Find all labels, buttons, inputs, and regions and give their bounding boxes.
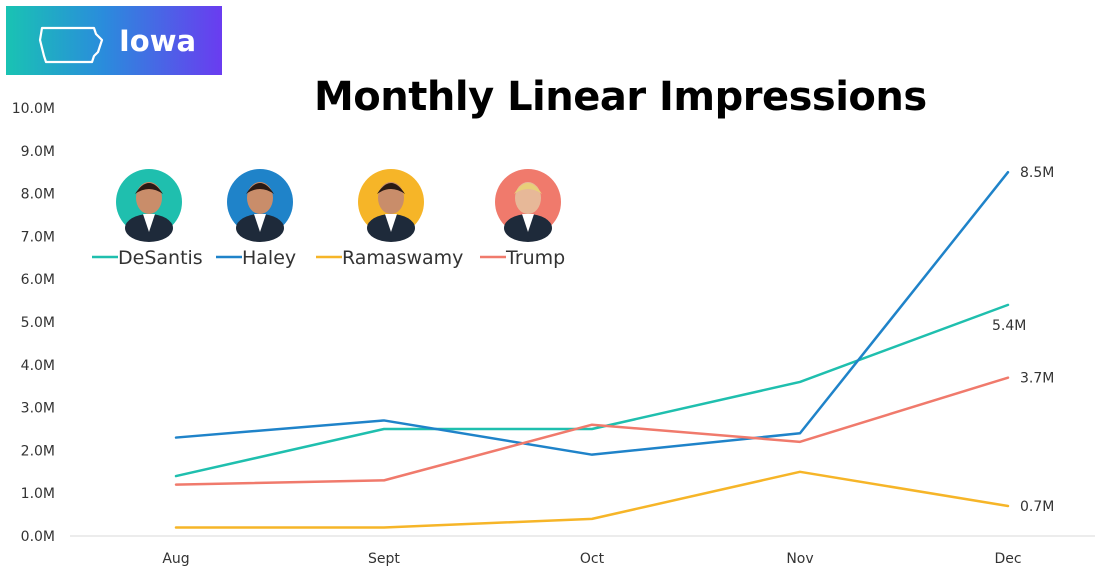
chart-title: Monthly Linear Impressions: [314, 74, 927, 120]
legend-label-ramaswamy: Ramaswamy: [342, 247, 463, 269]
y-tick-label: 10.0M: [12, 101, 55, 117]
avatar-haley: [227, 169, 293, 242]
y-tick-label: 4.0M: [21, 358, 55, 374]
legend-label-haley: Haley: [242, 247, 296, 269]
badge-label: Iowa: [119, 24, 197, 58]
y-tick-label: 0.0M: [21, 529, 55, 545]
y-tick-label: 6.0M: [21, 272, 55, 288]
series-line-trump: [174, 376, 1010, 486]
avatar-ramaswamy: [358, 169, 424, 242]
x-tick-label: Oct: [580, 551, 605, 567]
iowa-badge: Iowa: [6, 6, 222, 75]
y-tick-label: 9.0M: [21, 144, 55, 160]
y-tick-label: 3.0M: [21, 401, 55, 417]
x-axis: Aug Sept Oct Nov Dec: [70, 535, 1095, 567]
end-labels: 5.4M 8.5M 0.7M 3.7M: [992, 165, 1054, 515]
iowa-state-outline-icon: [38, 26, 104, 64]
y-tick-label: 7.0M: [21, 229, 55, 245]
y-tick-label: 1.0M: [21, 486, 55, 502]
series-line-desantis: [174, 303, 1010, 478]
legend: DeSantis Haley Ramaswamy Trump: [92, 169, 565, 269]
y-axis: 0.0M 1.0M 2.0M 3.0M 4.0M 5.0M 6.0M 7.0M 8.0M 9.0M…: [12, 101, 55, 545]
end-label-ramaswamy: 0.7M: [1020, 499, 1054, 515]
avatar-desantis: [116, 169, 182, 242]
avatar-trump: [495, 169, 561, 242]
x-tick-label: Sept: [368, 551, 400, 567]
x-tick-label: Dec: [994, 551, 1021, 567]
legend-label-desantis: DeSantis: [118, 247, 203, 269]
end-label-trump: 3.7M: [1020, 371, 1054, 387]
series-line-haley: [174, 170, 1010, 456]
y-tick-label: 5.0M: [21, 315, 55, 331]
series-line-ramaswamy: [174, 470, 1010, 529]
x-tick-label: Aug: [162, 551, 189, 567]
y-tick-label: 8.0M: [21, 187, 55, 203]
legend-label-trump: Trump: [505, 247, 565, 269]
end-label-desantis: 5.4M: [992, 318, 1026, 334]
end-label-haley: 8.5M: [1020, 165, 1054, 181]
y-tick-label: 2.0M: [21, 443, 55, 459]
series-lines: [174, 170, 1010, 529]
x-tick-label: Nov: [786, 551, 813, 567]
